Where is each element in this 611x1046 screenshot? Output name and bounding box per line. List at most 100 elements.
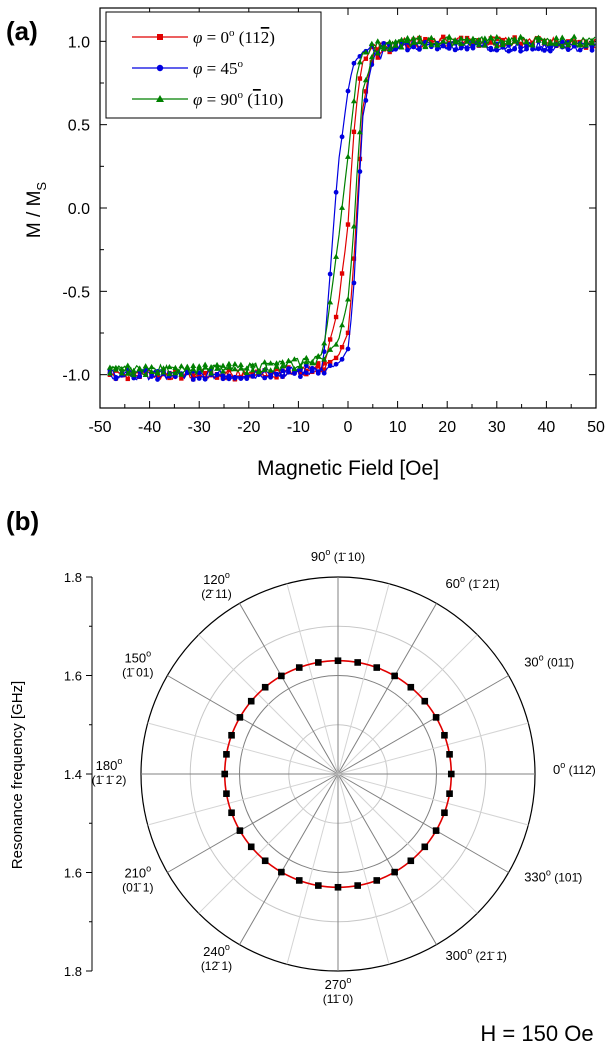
data-point	[228, 731, 235, 739]
data-point	[458, 45, 464, 51]
angle-label: 90o (1̄ 10)	[311, 547, 365, 564]
data-point	[279, 359, 286, 365]
legend-a: φ = 0o (112) φ = 45o φ = 90o (110)	[105, 11, 322, 119]
data-point	[583, 38, 590, 44]
data-point	[124, 362, 131, 368]
data-point	[405, 42, 410, 48]
data-point	[262, 375, 268, 381]
data-point	[416, 39, 423, 45]
data-point	[148, 363, 155, 370]
data-point	[327, 299, 334, 305]
data-point	[339, 356, 345, 362]
data-point	[559, 43, 566, 49]
data-point	[589, 40, 596, 46]
data-point	[247, 843, 255, 851]
data-point	[541, 37, 548, 43]
data-point	[334, 883, 342, 891]
x-tick-label: -10	[287, 419, 310, 436]
data-point	[583, 42, 590, 48]
data-point	[339, 134, 345, 140]
data-point	[247, 697, 255, 705]
legend-marker	[156, 64, 164, 72]
data-point	[124, 370, 131, 376]
data-point	[214, 361, 221, 368]
data-point	[407, 683, 415, 691]
data-point	[458, 35, 465, 41]
polar-spoke	[337, 773, 437, 945]
data-point	[565, 47, 571, 53]
data-point	[363, 89, 369, 94]
data-point	[518, 41, 523, 47]
data-point	[423, 36, 428, 42]
data-point	[493, 43, 500, 49]
data-point	[523, 38, 530, 44]
polar-spoke	[239, 773, 339, 945]
angle-label: 180o (1̄ 1̄ 2)	[92, 756, 127, 787]
angle-label: 30o (011̄)	[524, 653, 574, 670]
data-point	[244, 374, 250, 380]
data-point	[303, 370, 309, 376]
data-point	[327, 271, 333, 277]
data-point	[559, 39, 565, 45]
x-tick-label: -40	[138, 419, 161, 436]
angle-label: 60o (1̄ 21̄)	[446, 574, 500, 591]
data-point	[589, 47, 595, 53]
data-point	[172, 370, 179, 376]
polar-spoke	[198, 773, 339, 914]
data-point	[226, 367, 232, 373]
data-point	[381, 41, 387, 46]
data-point	[345, 296, 351, 302]
data-point	[286, 366, 291, 371]
x-tick-label: 30	[488, 419, 506, 436]
data-point	[196, 364, 203, 371]
polar-grid	[140, 576, 536, 972]
data-point	[351, 60, 357, 66]
x-tick-label: 10	[389, 419, 407, 436]
data-point	[351, 129, 357, 135]
data-point	[530, 46, 535, 52]
data-point	[280, 374, 285, 380]
series-2	[106, 33, 596, 378]
data-point	[475, 41, 482, 48]
data-point	[421, 697, 429, 705]
radial-tick-label: 1.6	[64, 866, 82, 881]
polar-spoke	[337, 773, 509, 873]
data-point	[512, 46, 518, 52]
data-point	[404, 35, 411, 41]
data-point	[297, 374, 303, 380]
polar-spoke	[198, 634, 339, 775]
data-point	[506, 48, 512, 54]
data-point	[237, 361, 244, 367]
y-axis-label-b: Resonance frequency [GHz]	[9, 681, 26, 869]
x-tick-label: 20	[438, 419, 456, 436]
y-tick-label: 1.0	[68, 34, 90, 51]
data-point	[221, 770, 229, 778]
data-point	[488, 40, 494, 45]
radial-axis: 1.8 1.6 1.4 1.6 1.8	[64, 570, 93, 979]
polar-angle-labels: 0o (112̄) 30o (011̄) 60o (1̄ 21̄) 90o (1̄ 1…	[92, 547, 596, 1006]
data-point	[380, 43, 387, 50]
data-point	[410, 35, 417, 41]
data-point	[441, 731, 448, 739]
data-point	[267, 367, 274, 373]
data-point	[178, 363, 185, 369]
data-point	[446, 34, 453, 40]
data-point	[373, 664, 381, 671]
series-group-a	[106, 33, 596, 382]
data-point	[547, 40, 554, 46]
data-point	[363, 98, 369, 103]
polar-spoke	[286, 583, 339, 775]
data-point	[225, 360, 232, 366]
data-point	[374, 38, 381, 44]
svg-text:Resonance frequency [GHz]: Resonance frequency [GHz]	[9, 681, 26, 869]
y-tick-label: -0.5	[62, 284, 90, 301]
data-point	[434, 46, 440, 52]
data-point	[339, 322, 346, 328]
data-point	[351, 256, 357, 261]
data-point	[429, 38, 434, 43]
data-point	[291, 365, 298, 372]
data-point	[292, 370, 297, 375]
data-point	[315, 352, 322, 359]
polar-panel: (b) 0o (112̄) 30o (011̄) 60o (1̄ 21̄) 90o (…	[6, 506, 596, 1046]
data-point	[225, 364, 232, 370]
